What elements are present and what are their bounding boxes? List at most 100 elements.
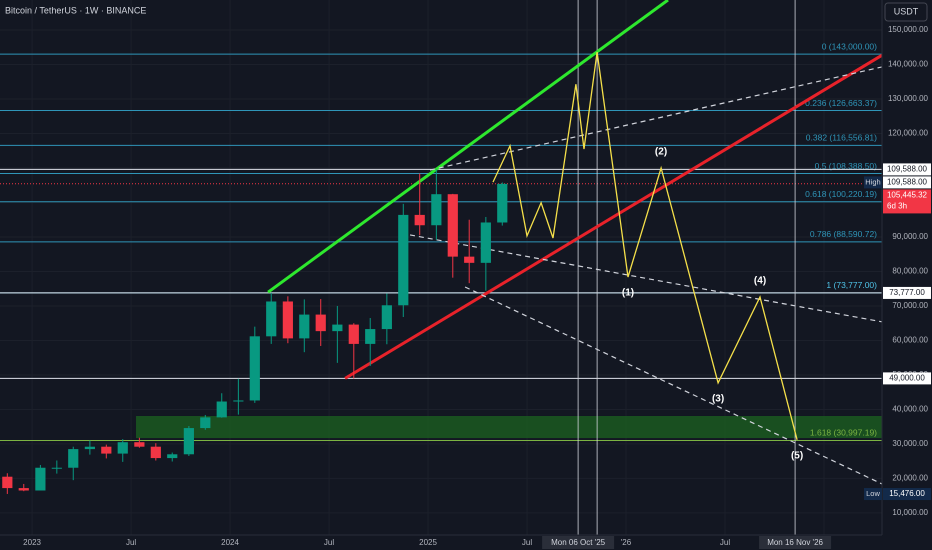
chart-title: Bitcoin / TetherUS · 1W · BINANCE [5, 5, 146, 15]
y-tick-label: 10,000.00 [892, 508, 928, 517]
price-tag [883, 189, 931, 214]
candle-body [464, 256, 475, 263]
candle-body [332, 324, 343, 332]
target-zone [136, 415, 882, 439]
fib-label: 1.618 (30,997.19) [810, 428, 877, 438]
candle-body [18, 488, 29, 491]
candle-body [348, 324, 359, 344]
fib-label: 1 (73,777.00) [826, 280, 877, 290]
candle-body [381, 305, 392, 330]
candle-body [315, 314, 326, 332]
price-tag [883, 286, 931, 299]
wave-label: (5) [791, 450, 803, 461]
y-tick-label: 140,000.00 [888, 60, 929, 69]
y-tick-label: 40,000.00 [892, 405, 928, 414]
y-tick-label: 150,000.00 [888, 25, 929, 34]
candle-body [216, 401, 227, 418]
candle-body [497, 183, 508, 223]
candle-body [117, 442, 128, 454]
time-marker-tag [759, 536, 832, 549]
candle-body [447, 194, 458, 257]
y-tick-label: 30,000.00 [892, 439, 928, 448]
time-marker-tag [542, 536, 615, 549]
candle-body [282, 301, 293, 339]
x-tick-label: '26 [621, 538, 632, 547]
candle-body [2, 476, 13, 489]
x-tick-label: Jul [324, 538, 334, 547]
candle-body [51, 467, 62, 469]
price-tag-badge-label: High [865, 177, 880, 186]
fib-label: 0.382 (116,556.81) [806, 133, 877, 143]
fib-label: 0.618 (100,220.19) [805, 189, 877, 199]
x-tick-label: 2024 [221, 538, 239, 547]
trendline [344, 53, 882, 380]
y-tick-label: 130,000.00 [888, 94, 929, 103]
wave-label: (3) [712, 394, 724, 405]
price-tag [883, 163, 931, 176]
candle-body [84, 446, 95, 450]
candle-body [68, 449, 79, 468]
candle-body [233, 400, 244, 402]
price-tag-label: 15,476.00 [889, 489, 925, 498]
price-tag-label: 109,588.00 [887, 165, 928, 174]
candle-body [183, 428, 194, 455]
price-tag [883, 488, 931, 501]
candle-body [414, 214, 425, 226]
price-tag-badge [864, 488, 882, 501]
candle-body [150, 446, 161, 459]
fib-label: 0.786 (88,590.72) [810, 229, 877, 239]
trendline [464, 286, 882, 485]
trendline [267, 0, 669, 294]
candle-body [249, 336, 260, 401]
candle-body [101, 446, 112, 454]
candle-body [480, 222, 491, 263]
plot-area: 0 (143,000.00) 0.236 (126,663.37) 0.382 (1… [0, 0, 882, 535]
fib-label: 0.5 (108,388.50) [815, 161, 878, 171]
x-tick-label: Jul [720, 538, 730, 547]
candle-body [167, 454, 178, 459]
x-tick-label: 2025 [419, 538, 437, 547]
candle-body [200, 417, 211, 429]
fib-label: 0 (143,000.00) [822, 41, 877, 51]
time-marker-label: Mon 16 Nov '26 [767, 538, 823, 547]
candle-body [35, 467, 46, 491]
candle-body [365, 329, 376, 344]
candle-body [431, 194, 442, 226]
currency-label[interactable]: USDT [894, 6, 919, 16]
price-tag-note: 6d 3h [887, 202, 907, 211]
price-axis [882, 0, 932, 550]
y-tick-label: 70,000.00 [892, 301, 928, 310]
time-axis [0, 535, 882, 550]
x-tick-label: 2023 [23, 538, 41, 547]
axes: 10,000.0020,000.0030,000.0040,000.0050,0… [23, 25, 931, 549]
projection-path [492, 52, 798, 440]
y-tick-label: 90,000.00 [892, 232, 928, 241]
wave-label: (4) [754, 276, 766, 287]
y-tick-label: 120,000.00 [888, 129, 929, 138]
x-tick-label: Jul [522, 538, 532, 547]
price-tag [883, 176, 931, 189]
candle-body [134, 442, 145, 447]
wave-label: (1) [622, 288, 634, 299]
trendline [409, 234, 882, 323]
price-tag-label: 49,000.00 [889, 374, 925, 383]
price-tag-label: 73,777.00 [889, 288, 925, 297]
price-tag [883, 372, 931, 385]
currency-button[interactable] [884, 2, 928, 22]
time-marker-label: Mon 06 Oct '25 [551, 538, 606, 547]
wave-label: (2) [655, 147, 667, 158]
price-tag-badge [864, 176, 882, 189]
y-tick-label: 20,000.00 [892, 474, 928, 483]
candle-body [398, 214, 409, 306]
y-tick-label: 80,000.00 [892, 267, 928, 276]
price-tag-label: 109,588.00 [887, 178, 928, 187]
y-tick-label: 60,000.00 [892, 336, 928, 345]
candle-body [299, 314, 310, 339]
price-tag-badge-label: Low [866, 489, 880, 498]
fib-label: 0.236 (126,663.37) [805, 98, 877, 108]
candle-body [266, 301, 277, 337]
price-tag-label: 105,445.32 [887, 191, 928, 200]
x-tick-label: Jul [126, 538, 136, 547]
